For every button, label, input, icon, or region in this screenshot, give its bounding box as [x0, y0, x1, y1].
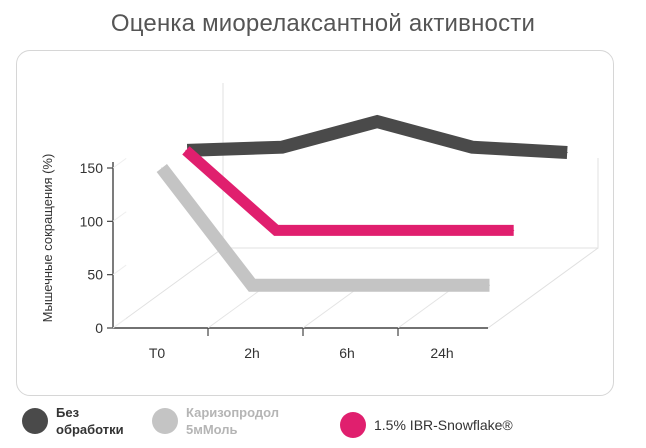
y-tick-depth-0	[112, 317, 127, 329]
series-1-point-0	[161, 167, 163, 169]
y-tick-label-0: 0	[95, 320, 103, 336]
series-line-0	[186, 114, 568, 159]
series-line-1	[156, 164, 490, 292]
series-0-point-2	[376, 121, 378, 123]
x-tick-label-24h: 24h	[430, 345, 453, 361]
series-1-point-2	[327, 284, 329, 286]
y-tick-label-100: 100	[80, 213, 104, 229]
y-tick-depth-50	[112, 264, 127, 276]
series-2-point-1	[275, 229, 277, 231]
legend-swatch-ibr-snowflake	[340, 412, 366, 438]
legend-item-ibr-snowflake: 1.5% IBR-Snowflake®	[340, 412, 513, 438]
y-axis-label: Мышечные сокращения (%)	[40, 154, 55, 323]
legend-label-untreated-line2: обработки	[56, 422, 124, 437]
series-0-point-4	[566, 152, 568, 153]
y-tick-label-150: 150	[80, 160, 104, 176]
series-1-point-1	[251, 284, 253, 286]
legend-label-untreated-line1: Без	[56, 405, 80, 420]
x-tick-label-T0: T0	[149, 345, 166, 361]
back-wall	[222, 83, 599, 249]
legend-label-carisoprodol-line2: 5мМоль	[186, 422, 238, 437]
legend-label-carisoprodol-line1: Каризопродол	[186, 405, 280, 420]
series-2-point-2	[351, 229, 353, 231]
y-tick-depth-100	[112, 211, 127, 222]
depth-edge-right	[487, 247, 599, 329]
series-2-point-3	[513, 229, 515, 231]
y-tick-depth-150	[112, 157, 127, 169]
series-1-point-3	[489, 284, 490, 286]
legend-label-ibr-snowflake: 1.5% IBR-Snowflake®	[374, 416, 513, 433]
legend-item-carisoprodol: Каризопродол 5мМоль	[152, 404, 279, 438]
series-0-point-1	[281, 146, 283, 148]
chart-title: Оценка миорелаксантной активности	[110, 10, 536, 37]
series-2-point-0	[185, 149, 187, 151]
x-tick-label-6h: 6h	[339, 345, 355, 361]
chart-frame	[16, 50, 614, 396]
x-tick-label-2h: 2h	[244, 345, 260, 361]
depth-edge-left	[112, 247, 224, 329]
legend-swatch-untreated	[22, 408, 48, 434]
series-0-point-3	[471, 146, 473, 148]
legend-item-untreated: Без обработки	[22, 404, 124, 438]
legend-swatch-carisoprodol	[152, 408, 178, 434]
series-line-2	[182, 146, 514, 236]
legend: Без обработки Каризопродол 5мМоль 1.5% I…	[0, 398, 646, 448]
floor-divider	[397, 287, 454, 329]
y-tick-label-50: 50	[87, 267, 103, 283]
floor-divider	[302, 287, 359, 329]
floor-divider	[207, 287, 264, 329]
